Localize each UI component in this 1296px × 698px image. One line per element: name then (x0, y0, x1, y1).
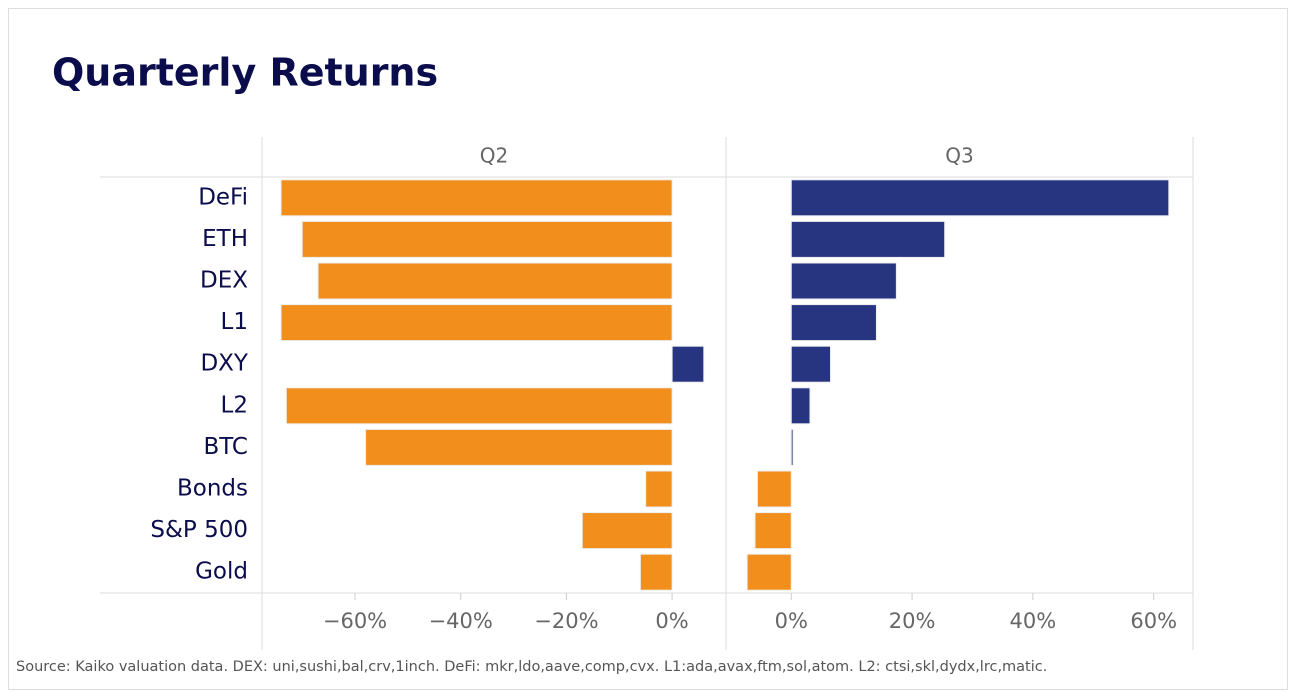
bar (754, 512, 792, 550)
bar (790, 220, 946, 258)
source-note: Source: Kaiko valuation data. DEX: uni,s… (16, 659, 1047, 675)
y-tick-label: BTC (203, 434, 248, 460)
y-tick-label: Bonds (177, 476, 248, 502)
y-tick-label: Gold (195, 559, 248, 585)
x-tick-label: 0% (775, 609, 808, 633)
y-tick-label: L1 (221, 309, 248, 335)
bar (790, 345, 832, 383)
y-tick-label: DXY (200, 351, 248, 377)
bar (756, 470, 792, 508)
bar (645, 470, 673, 508)
x-tick-label: −40% (429, 609, 493, 633)
bar (746, 553, 792, 591)
x-tick-label: 0% (655, 609, 688, 633)
y-tick-label: ETH (202, 226, 248, 252)
bar (301, 220, 673, 258)
bar (790, 262, 897, 300)
bar (790, 304, 877, 342)
bar (671, 345, 705, 383)
y-tick-label: DeFi (198, 184, 248, 210)
bar (365, 428, 673, 466)
bar (790, 387, 811, 425)
bar (790, 179, 1170, 217)
bar (317, 262, 673, 300)
panel-header: Q3 (945, 144, 973, 168)
bar (285, 387, 673, 425)
chart-title: Quarterly Returns (52, 51, 438, 95)
y-tick-label: S&P 500 (150, 517, 248, 543)
panel-header: Q2 (480, 144, 508, 168)
x-tick-label: 40% (1010, 609, 1057, 633)
x-tick-label: 60% (1130, 609, 1177, 633)
bar (581, 512, 673, 550)
bar (639, 553, 673, 591)
bar (790, 428, 794, 466)
bar (280, 304, 673, 342)
x-tick-label: −60% (323, 609, 387, 633)
x-tick-label: 20% (889, 609, 936, 633)
bar (280, 179, 673, 217)
y-tick-label: DEX (200, 268, 248, 294)
x-tick-label: −20% (534, 609, 598, 633)
y-tick-label: L2 (221, 392, 248, 418)
